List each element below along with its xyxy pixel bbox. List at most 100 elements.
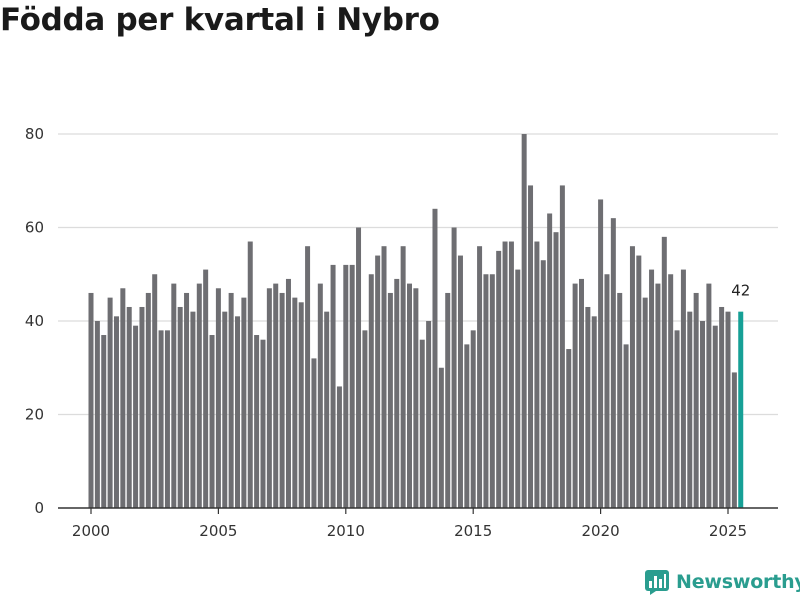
x-tick-label: 2010 bbox=[327, 522, 365, 540]
bar bbox=[152, 274, 158, 508]
bar bbox=[158, 330, 164, 508]
bar bbox=[598, 199, 604, 508]
bar bbox=[368, 274, 374, 508]
bar bbox=[317, 283, 323, 508]
bar bbox=[145, 292, 151, 508]
bar bbox=[190, 311, 196, 508]
bar bbox=[101, 335, 107, 508]
bar bbox=[610, 218, 616, 508]
bar bbox=[209, 335, 215, 508]
newsworthy-brand[interactable]: Newsworthy bbox=[644, 569, 800, 595]
bar bbox=[451, 227, 457, 508]
bar bbox=[94, 321, 100, 508]
x-tick-label: 2025 bbox=[709, 522, 747, 540]
x-tick-label: 2000 bbox=[72, 522, 110, 540]
bar bbox=[254, 335, 260, 508]
bar bbox=[604, 274, 610, 508]
bar bbox=[629, 246, 635, 508]
bar bbox=[407, 283, 412, 508]
bar bbox=[642, 297, 648, 509]
bar bbox=[649, 269, 655, 508]
bar bbox=[133, 325, 139, 508]
bar bbox=[266, 288, 272, 508]
bar bbox=[177, 306, 183, 508]
bar bbox=[585, 306, 591, 508]
bar bbox=[381, 246, 387, 508]
bar bbox=[572, 283, 578, 508]
bar bbox=[413, 288, 419, 508]
bar bbox=[502, 241, 508, 508]
bar bbox=[88, 292, 94, 508]
bar bbox=[164, 330, 170, 508]
bar bbox=[343, 264, 349, 508]
bar bbox=[228, 292, 234, 508]
bar bbox=[356, 227, 362, 508]
bar bbox=[515, 269, 521, 508]
y-tick-label: 40 bbox=[25, 312, 44, 330]
bar bbox=[305, 246, 311, 508]
bar bbox=[260, 339, 266, 508]
bar bbox=[719, 306, 725, 508]
bar bbox=[394, 278, 400, 508]
bar bbox=[126, 306, 132, 508]
bar bbox=[113, 316, 119, 508]
bar bbox=[477, 246, 483, 508]
bar bbox=[623, 344, 629, 509]
bar bbox=[196, 283, 202, 508]
bar bbox=[553, 232, 559, 508]
y-tick-label: 0 bbox=[34, 499, 44, 517]
bar bbox=[661, 236, 667, 508]
bar bbox=[470, 330, 476, 508]
bar bbox=[668, 274, 674, 508]
bar bbox=[419, 339, 425, 508]
bar bbox=[559, 185, 565, 508]
bar bbox=[483, 274, 489, 508]
bar bbox=[215, 288, 221, 508]
bar bbox=[655, 283, 661, 508]
bar bbox=[222, 311, 228, 508]
bar bbox=[534, 241, 540, 508]
x-tick-label: 2015 bbox=[454, 522, 492, 540]
bar bbox=[330, 264, 336, 508]
bar bbox=[336, 386, 342, 508]
x-tick-label: 2020 bbox=[582, 522, 620, 540]
bar bbox=[349, 264, 355, 508]
bar bbox=[457, 255, 463, 508]
bar bbox=[674, 330, 680, 508]
bar bbox=[725, 311, 731, 508]
bar bbox=[387, 292, 393, 508]
bar bbox=[464, 344, 470, 509]
bar bbox=[591, 316, 597, 508]
y-tick-label: 60 bbox=[25, 219, 44, 237]
bar bbox=[731, 372, 737, 508]
bar bbox=[139, 306, 145, 508]
bar bbox=[362, 330, 368, 508]
bar bbox=[107, 297, 113, 509]
x-tick-label: 2005 bbox=[199, 522, 237, 540]
bar-highlight bbox=[738, 311, 744, 508]
bar bbox=[203, 269, 209, 508]
bar bbox=[578, 278, 584, 508]
bar bbox=[184, 292, 190, 508]
bar bbox=[171, 283, 177, 508]
bar bbox=[528, 185, 534, 508]
data-labels: 42 bbox=[731, 282, 750, 300]
chart-title: Födda per kvartal i Nybro bbox=[0, 2, 440, 38]
axes: 0 20 40 60 80 2000 2005 2010 2015 2020 2025 bbox=[25, 125, 778, 540]
bar bbox=[279, 292, 285, 508]
y-tick-label: 20 bbox=[25, 406, 44, 424]
bar bbox=[438, 367, 444, 508]
bar bbox=[706, 283, 712, 508]
newsworthy-logo-icon bbox=[645, 570, 669, 595]
bar bbox=[489, 274, 495, 508]
highlight-data-label: 42 bbox=[731, 282, 750, 300]
bar bbox=[445, 292, 451, 508]
bar bbox=[292, 297, 298, 509]
bar bbox=[566, 349, 572, 508]
bar bbox=[426, 321, 432, 508]
bar bbox=[508, 241, 514, 508]
bar bbox=[680, 269, 686, 508]
bar bbox=[693, 292, 699, 508]
bar bbox=[496, 250, 502, 509]
